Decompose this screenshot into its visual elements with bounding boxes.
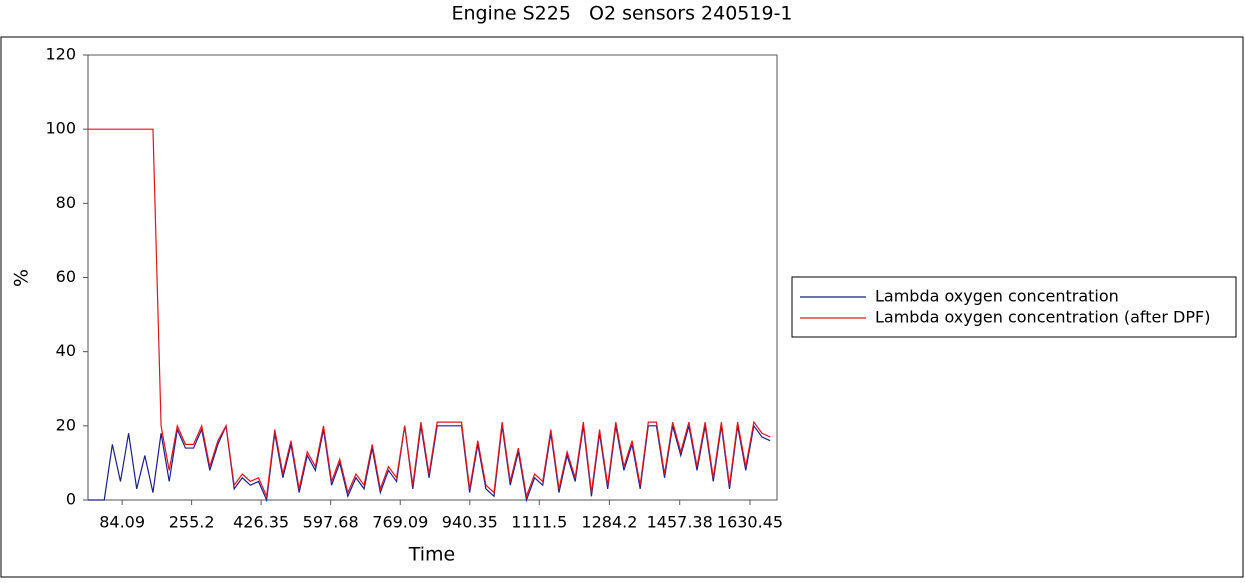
y-tick-label: 100 — [45, 119, 76, 138]
chart-title: Engine S225 O2 sensors 240519-1 — [451, 3, 792, 25]
x-tick-label: 940.35 — [442, 513, 498, 532]
line-series — [88, 128, 771, 499]
plot-area — [87, 54, 778, 501]
legend-label: Lambda oxygen concentration — [875, 287, 1119, 306]
x-tick-label: 769.09 — [372, 513, 428, 532]
y-tick-label: 80 — [56, 193, 76, 212]
y-axis-label: % — [11, 269, 33, 287]
x-tick-label: 84.09 — [99, 513, 145, 532]
x-tick-label: 426.35 — [233, 513, 289, 532]
x-tick-label: 1111.5 — [511, 513, 567, 532]
y-tick-label: 60 — [56, 267, 76, 286]
x-tick-label: 1284.2 — [581, 513, 637, 532]
x-tick-label: 597.68 — [303, 513, 359, 532]
x-tick-label: 1630.45 — [717, 513, 783, 532]
legend — [791, 276, 1237, 338]
x-tick-label: 255.2 — [169, 513, 215, 532]
y-tick-label: 0 — [66, 490, 76, 509]
y-tick-label: 120 — [45, 45, 76, 64]
x-axis-label: Time — [408, 544, 456, 566]
y-tick-label: 40 — [56, 341, 76, 360]
x-tick-label: 1457.38 — [647, 513, 713, 532]
legend-label: Lambda oxygen concentration (after DPF) — [875, 308, 1210, 327]
y-tick-label: 20 — [56, 415, 76, 434]
